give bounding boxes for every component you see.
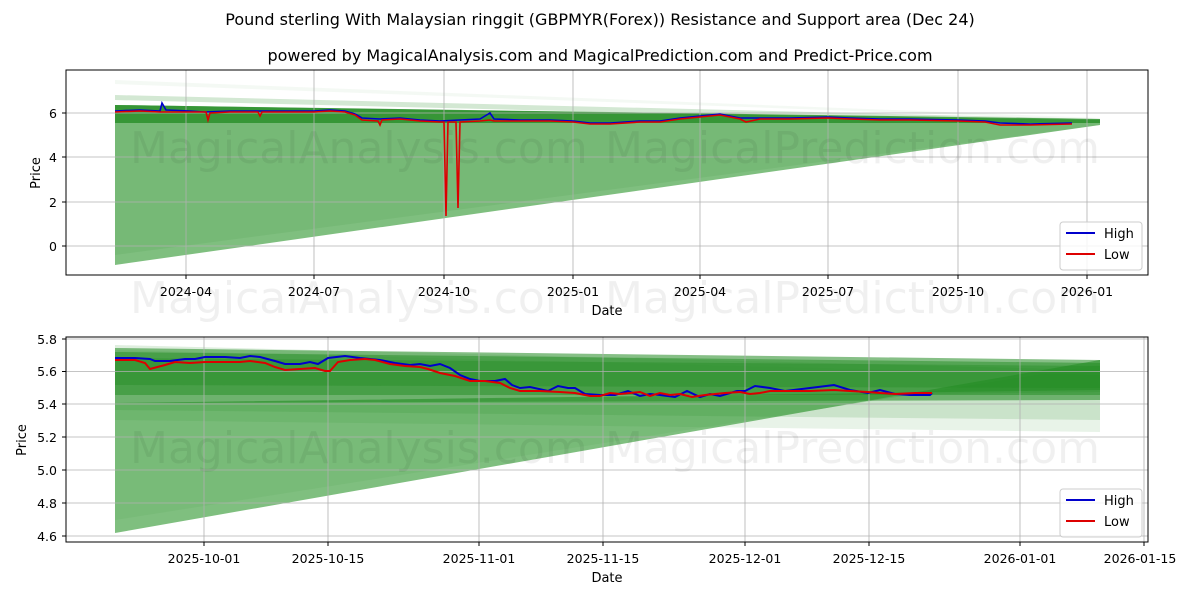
svg-text:4.6: 4.6 <box>37 529 57 544</box>
svg-text:2025-10-15: 2025-10-15 <box>292 551 365 566</box>
top-legend: High Low <box>1059 221 1143 271</box>
svg-text:2025-12-15: 2025-12-15 <box>833 551 906 566</box>
svg-text:6: 6 <box>49 106 57 121</box>
top-x-axis-label: Date <box>591 304 622 319</box>
legend-low-label: Low <box>1104 515 1130 530</box>
svg-text:2026-01: 2026-01 <box>1061 284 1113 299</box>
svg-text:4: 4 <box>49 150 57 165</box>
svg-text:2025-11-01: 2025-11-01 <box>443 551 516 566</box>
top-y-ticks: 6 4 2 0 <box>49 106 66 254</box>
svg-text:5.2: 5.2 <box>37 430 57 445</box>
bottom-x-axis-label: Date <box>591 571 622 586</box>
svg-text:2025-10-01: 2025-10-01 <box>168 551 241 566</box>
bottom-chart: MagicalAnalysis.com MagicalPrediction.co… <box>15 332 1176 586</box>
bottom-x-ticks: 2025-10-01 2025-10-15 2025-11-01 2025-11… <box>168 542 1177 566</box>
watermark-magicalanalysis-3: MagicalAnalysis.com <box>130 423 588 474</box>
svg-text:0: 0 <box>49 239 57 254</box>
top-x-ticks: 2024-04 2024-07 2024-10 2025-01 2025-04 … <box>160 275 1113 299</box>
svg-text:2024-10: 2024-10 <box>418 284 470 299</box>
watermark-magicalprediction: MagicalPrediction.com <box>605 123 1100 174</box>
top-support-resistance-bands <box>115 80 1100 265</box>
svg-text:2025-07: 2025-07 <box>802 284 854 299</box>
svg-text:2024-04: 2024-04 <box>160 284 212 299</box>
svg-text:2: 2 <box>49 195 57 210</box>
top-y-axis-label: Price <box>29 157 44 189</box>
bottom-y-ticks: 5.8 5.6 5.4 5.2 5.0 4.8 4.6 <box>37 332 66 544</box>
svg-text:5.6: 5.6 <box>37 364 57 379</box>
legend-low-label: Low <box>1104 248 1130 263</box>
watermark-magicalanalysis: MagicalAnalysis.com <box>130 123 588 174</box>
legend-high-label: High <box>1104 494 1134 509</box>
svg-text:2025-01: 2025-01 <box>547 284 599 299</box>
svg-text:2026-01-01: 2026-01-01 <box>984 551 1057 566</box>
watermark-magicalanalysis-2: MagicalAnalysis.com <box>130 273 588 324</box>
legend-high-label: High <box>1104 227 1134 242</box>
top-axes-frame <box>65 69 1149 276</box>
bottom-high-line <box>115 354 933 399</box>
bottom-axes-frame <box>65 336 1149 543</box>
bottom-y-axis-label: Price <box>15 424 30 456</box>
svg-text:5.8: 5.8 <box>37 332 57 347</box>
svg-text:2025-04: 2025-04 <box>674 284 726 299</box>
chart-subtitle: powered by MagicalAnalysis.com and Magic… <box>267 46 933 65</box>
svg-text:5.0: 5.0 <box>37 463 57 478</box>
top-grid <box>66 70 1148 275</box>
svg-text:2026-01-15: 2026-01-15 <box>1104 551 1177 566</box>
svg-text:2024-07: 2024-07 <box>288 284 340 299</box>
svg-text:4.8: 4.8 <box>37 496 57 511</box>
bottom-grid <box>66 337 1148 542</box>
bottom-low-line <box>115 357 932 399</box>
top-high-line <box>114 100 1073 125</box>
svg-text:5.4: 5.4 <box>37 397 57 412</box>
top-low-line <box>114 110 1073 217</box>
svg-text:2025-11-15: 2025-11-15 <box>567 551 640 566</box>
svg-text:2025-12-01: 2025-12-01 <box>709 551 782 566</box>
chart-title: Pound sterling With Malaysian ringgit (G… <box>225 10 975 29</box>
bottom-legend: High Low <box>1059 488 1143 538</box>
watermark-magicalprediction-2: MagicalPrediction.com <box>605 273 1100 324</box>
watermark-magicalprediction-3: MagicalPrediction.com <box>605 423 1100 474</box>
svg-text:2025-10: 2025-10 <box>932 284 984 299</box>
top-chart: MagicalAnalysis.com MagicalPrediction.co… <box>29 69 1149 324</box>
